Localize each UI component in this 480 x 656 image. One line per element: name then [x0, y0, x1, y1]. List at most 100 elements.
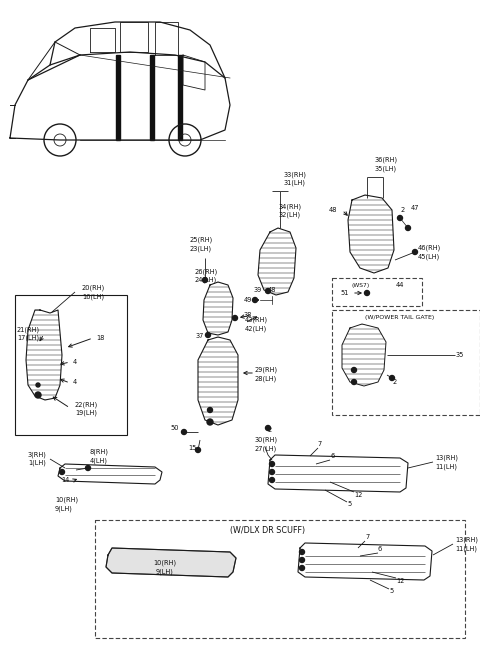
Circle shape	[252, 298, 257, 302]
Bar	[15, 295, 127, 435]
Text: 35(LH): 35(LH)	[375, 166, 397, 173]
Text: 5: 5	[390, 588, 394, 594]
Circle shape	[351, 367, 357, 373]
Text: 46(RH): 46(RH)	[418, 245, 441, 251]
Text: 22(RH): 22(RH)	[75, 401, 98, 408]
Text: 45(LH): 45(LH)	[418, 254, 440, 260]
Circle shape	[232, 316, 238, 321]
Circle shape	[265, 426, 271, 430]
Text: 28(LH): 28(LH)	[255, 376, 277, 382]
Text: 15: 15	[188, 445, 196, 451]
Text: 25(RH): 25(RH)	[190, 237, 213, 243]
Text: 13(RH): 13(RH)	[455, 537, 478, 543]
Polygon shape	[178, 55, 182, 140]
Text: 12: 12	[396, 578, 404, 584]
Text: 13(RH): 13(RH)	[435, 455, 458, 461]
Circle shape	[300, 565, 304, 571]
Circle shape	[35, 392, 41, 398]
Circle shape	[181, 430, 187, 434]
Text: 44: 44	[396, 282, 404, 288]
Text: 38: 38	[244, 312, 252, 318]
Text: 8(RH): 8(RH)	[90, 449, 109, 455]
Text: 31(LH): 31(LH)	[284, 180, 306, 186]
Text: 26(RH): 26(RH)	[195, 269, 218, 276]
Text: 29(RH): 29(RH)	[255, 367, 278, 373]
Circle shape	[269, 478, 275, 483]
Text: 32(LH): 32(LH)	[279, 212, 301, 218]
Polygon shape	[150, 55, 154, 140]
Circle shape	[207, 407, 213, 413]
Circle shape	[351, 380, 357, 384]
Circle shape	[85, 466, 91, 470]
Bar	[332, 310, 480, 415]
Text: 48: 48	[329, 207, 337, 213]
Text: 7: 7	[318, 441, 322, 447]
Text: 4: 4	[73, 359, 77, 365]
Text: 17(LH): 17(LH)	[17, 335, 39, 341]
Text: 30(RH): 30(RH)	[255, 437, 278, 443]
Circle shape	[406, 226, 410, 230]
Text: 21(RH): 21(RH)	[17, 327, 40, 333]
Circle shape	[265, 289, 271, 293]
Text: 51: 51	[341, 290, 349, 296]
Text: 2: 2	[393, 379, 397, 385]
Text: 23(LH): 23(LH)	[190, 246, 212, 253]
Text: 6: 6	[331, 453, 335, 459]
Text: 10(RH): 10(RH)	[154, 560, 177, 566]
Text: 2: 2	[268, 427, 272, 433]
Text: 4: 4	[73, 379, 77, 385]
Text: 35: 35	[456, 352, 464, 358]
Circle shape	[389, 375, 395, 380]
Text: 18: 18	[96, 335, 104, 341]
Polygon shape	[106, 548, 236, 577]
Text: 14: 14	[61, 477, 69, 483]
Text: (W/DLX DR SCUFF): (W/DLX DR SCUFF)	[230, 525, 305, 535]
Text: 7: 7	[366, 534, 370, 540]
Polygon shape	[116, 55, 120, 140]
Text: 12: 12	[354, 492, 362, 498]
Text: 50: 50	[171, 425, 179, 431]
Text: 9(LH): 9(LH)	[55, 506, 73, 512]
Text: 11(LH): 11(LH)	[455, 546, 477, 552]
Text: 19(LH): 19(LH)	[75, 410, 97, 417]
Circle shape	[207, 419, 213, 425]
Text: 11(LH): 11(LH)	[435, 464, 457, 470]
Text: 6: 6	[378, 546, 382, 552]
Text: 33(RH): 33(RH)	[284, 172, 307, 178]
Text: 34(RH): 34(RH)	[278, 204, 301, 211]
Text: 5: 5	[348, 501, 352, 507]
Text: 20(RH): 20(RH)	[82, 285, 105, 291]
Circle shape	[36, 383, 40, 387]
Text: 24(LH): 24(LH)	[195, 277, 217, 283]
Text: 48: 48	[268, 287, 276, 293]
Text: 1(LH): 1(LH)	[28, 460, 46, 466]
Text: 10(RH): 10(RH)	[55, 497, 78, 503]
Circle shape	[60, 470, 64, 474]
Text: 42(LH): 42(LH)	[245, 326, 267, 332]
Text: (W/POWER TAIL GATE): (W/POWER TAIL GATE)	[365, 316, 434, 321]
Circle shape	[195, 447, 201, 453]
Circle shape	[269, 462, 275, 466]
Text: 37: 37	[196, 333, 204, 339]
Text: 9(LH): 9(LH)	[156, 569, 174, 575]
Text: 39: 39	[254, 287, 262, 293]
Text: 36(RH): 36(RH)	[375, 157, 398, 163]
Bar	[332, 278, 422, 306]
Text: 43(RH): 43(RH)	[245, 317, 268, 323]
Text: 27(LH): 27(LH)	[255, 445, 277, 452]
Circle shape	[269, 470, 275, 474]
Text: 2: 2	[401, 207, 405, 213]
Circle shape	[300, 558, 304, 562]
Circle shape	[205, 333, 211, 337]
Circle shape	[397, 216, 403, 220]
Bar	[95, 520, 465, 638]
Text: 4(LH): 4(LH)	[90, 458, 108, 464]
Text: (WS7): (WS7)	[352, 283, 370, 287]
Text: 3(RH): 3(RH)	[28, 452, 47, 459]
Circle shape	[300, 550, 304, 554]
Circle shape	[203, 277, 207, 283]
Text: 49: 49	[244, 297, 252, 303]
Circle shape	[412, 249, 418, 255]
Text: 16(LH): 16(LH)	[82, 294, 104, 300]
Text: 47: 47	[411, 205, 419, 211]
